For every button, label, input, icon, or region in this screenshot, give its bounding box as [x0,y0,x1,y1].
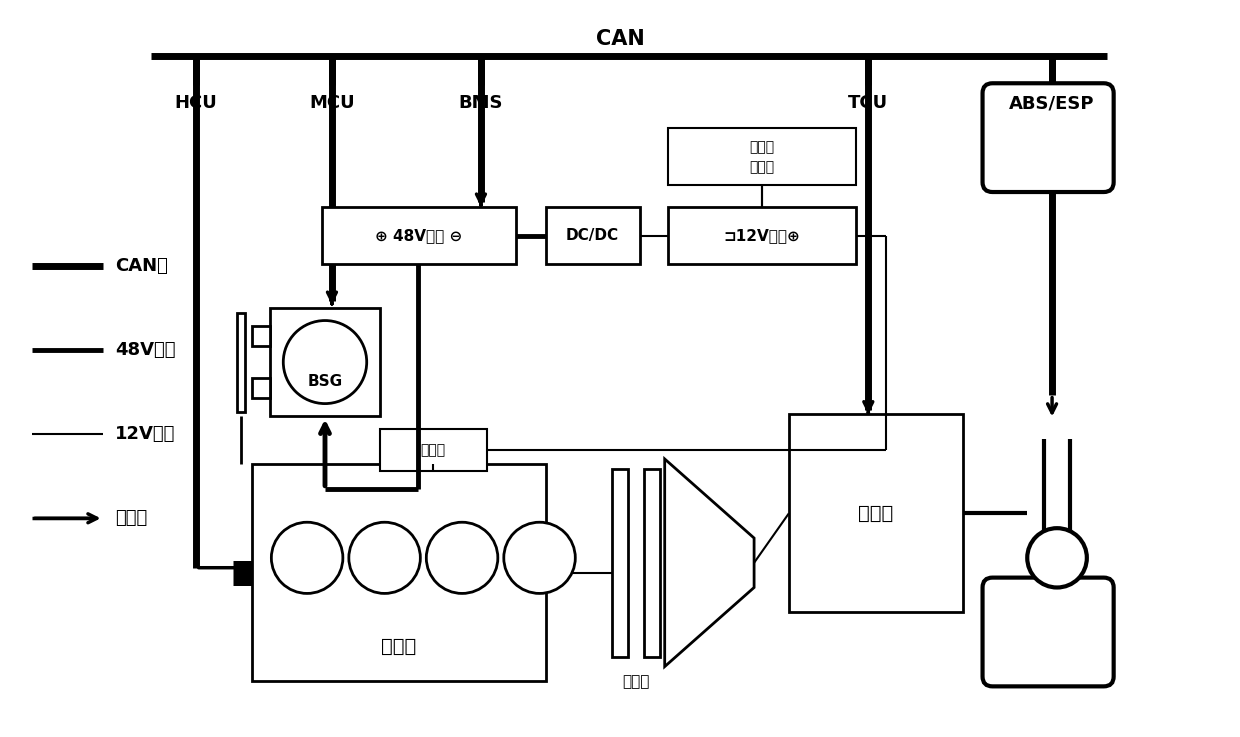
FancyBboxPatch shape [982,83,1114,192]
Text: CAN: CAN [595,29,645,49]
Text: ABS/ESP: ABS/ESP [1009,94,1095,112]
Bar [237,312,244,411]
Text: 低压电: 低压电 [749,141,775,155]
Bar [667,207,857,264]
Bar [789,414,962,612]
Text: MCU: MCU [309,94,355,112]
Text: TCU: TCU [848,94,888,112]
Circle shape [503,523,575,593]
Bar [253,326,270,346]
Bar [253,378,270,398]
Text: BSG: BSG [308,374,342,389]
Text: CAN线: CAN线 [115,257,169,275]
Bar [253,464,546,682]
Bar [667,128,857,185]
Text: 发动机: 发动机 [381,638,417,657]
Polygon shape [665,459,754,666]
Circle shape [272,523,343,593]
Text: 信号线: 信号线 [115,509,148,527]
Text: 离合器: 离合器 [622,674,650,689]
Bar [644,469,660,657]
Circle shape [1027,528,1086,587]
Bar [270,307,379,416]
Text: BMS: BMS [459,94,503,112]
Text: 起动机: 起动机 [420,443,446,457]
Circle shape [283,321,367,404]
Text: 气附件: 气附件 [749,161,775,175]
Circle shape [427,523,497,593]
Text: HCU: HCU [175,94,217,112]
Text: ⊐12V电池⊕: ⊐12V电池⊕ [724,228,800,243]
Bar [546,207,640,264]
Bar [322,207,516,264]
Text: 48V线束: 48V线束 [115,341,176,359]
Bar [379,430,487,471]
Text: 12V线束: 12V线束 [115,425,176,443]
FancyBboxPatch shape [982,578,1114,686]
Text: DC/DC: DC/DC [565,228,619,243]
Text: 变速筱: 变速筱 [858,504,893,523]
Text: ⊕ 48V电池 ⊖: ⊕ 48V电池 ⊖ [374,228,463,243]
Bar [613,469,627,657]
Circle shape [348,523,420,593]
